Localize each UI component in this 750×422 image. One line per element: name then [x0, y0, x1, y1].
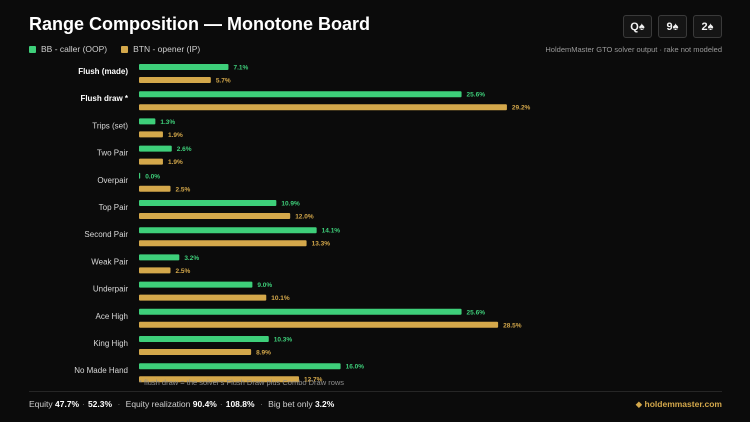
value-label: 12.0% [295, 214, 314, 221]
bar-opener [139, 104, 507, 111]
bar-caller [139, 363, 341, 370]
category-label: Flush (made) [78, 67, 128, 76]
bar-opener [139, 376, 300, 383]
bar-opener [139, 321, 499, 328]
value-label: 2.5% [176, 268, 191, 275]
category-label: Underpair [93, 285, 128, 294]
value-label: 25.6% [467, 92, 486, 99]
value-label: 29.2% [512, 105, 531, 112]
board-cards: Q♠ 9♠ 2♠ [623, 15, 722, 38]
bar-opener [139, 267, 171, 274]
equity-bb-value: 47.7% [55, 399, 80, 409]
value-label: 14.1% [322, 228, 341, 235]
value-label: 16.0% [346, 364, 365, 371]
board-card-2: 9♠ [658, 15, 687, 38]
realization-btn-value: 108.8% [225, 399, 255, 409]
value-label: 9.0% [257, 282, 272, 289]
value-label: 25.6% [467, 309, 486, 316]
category-label: Trips (set) [92, 121, 128, 130]
category-label: Second Pair [84, 230, 128, 239]
bar-caller [139, 118, 156, 125]
bigbet-value: 3.2% [314, 399, 335, 409]
legend-label-caller: BB - caller (OOP) [41, 44, 108, 54]
bar-caller [139, 64, 229, 70]
realization-label: Equity realization [125, 399, 191, 409]
bigbet-label: Big bet only [268, 399, 313, 409]
bar-opener [139, 131, 163, 138]
category-label: Overpair [97, 176, 128, 185]
realization-bb-value: 90.4% [192, 399, 217, 409]
legend-swatch-caller [29, 45, 36, 53]
value-label: 10.3% [274, 337, 293, 344]
bar-caller [139, 91, 462, 98]
value-label: 1.9% [168, 159, 183, 166]
bar-opener [139, 294, 267, 301]
bar-caller [139, 336, 269, 342]
bar-caller [139, 227, 317, 234]
separator: · [82, 399, 85, 409]
board-card-3: 2♠ [693, 15, 722, 38]
equity-label: Equity [29, 399, 53, 409]
equity-btn-value: 52.3% [87, 399, 113, 409]
brand-link[interactable]: ◆ holdemmaster.com [635, 399, 722, 409]
value-label: 28.5% [503, 322, 522, 329]
legend-swatch-opener [121, 45, 129, 53]
value-label: 0.0% [145, 173, 160, 180]
value-label: 10.9% [281, 201, 300, 208]
separator: · [117, 399, 121, 409]
value-label: 13.3% [312, 241, 331, 248]
bar-caller [139, 254, 180, 261]
value-label: 2.5% [176, 186, 191, 193]
bar-opener [139, 77, 211, 83]
category-label: No Made Hand [74, 366, 128, 375]
bar-caller [139, 281, 253, 288]
value-label: 8.9% [256, 350, 271, 357]
category-label: Flush draw * [80, 94, 128, 103]
category-label: King High [93, 339, 128, 348]
legend-item-opener: BTN - opener (IP) [121, 44, 200, 54]
bar-caller [139, 308, 462, 315]
board-card-1: Q♠ [623, 15, 652, 38]
separator: · [259, 399, 263, 409]
category-label: Weak Pair [91, 257, 128, 266]
value-label: 1.9% [168, 132, 183, 139]
source-note: HoldemMaster GTO solver output · rake no… [545, 45, 722, 54]
category-label: Top Pair [99, 203, 129, 212]
bar-caller [139, 145, 172, 152]
legend: BB - caller (OOP) BTN - opener (IP) [29, 44, 200, 54]
bar-opener [139, 213, 291, 219]
bar-opener [139, 158, 163, 165]
footnote: * flush draw = the solver's Flush Draw p… [139, 378, 345, 387]
separator: · [219, 399, 223, 409]
bar-opener [139, 185, 171, 192]
value-label: 2.6% [177, 146, 192, 153]
bar-caller [139, 200, 277, 206]
divider [29, 391, 722, 392]
value-label: 5.7% [216, 78, 231, 85]
value-label: 10.1% [271, 295, 290, 302]
value-label: 12.7% [304, 377, 323, 384]
chart-title: Range Composition — Monotone Board [29, 14, 370, 34]
category-label: Two Pair [97, 149, 128, 158]
bar-opener [139, 240, 307, 247]
value-label: 3.2% [184, 255, 199, 262]
value-label: 1.3% [160, 119, 175, 126]
bar-opener [139, 349, 252, 355]
value-label: 7.1% [233, 65, 248, 72]
footer-stats: Equity 47.7% · 52.3% · Equity realization … [29, 399, 334, 409]
legend-label-opener: BTN - opener (IP) [133, 44, 201, 54]
bar-caller [139, 172, 141, 179]
category-label: Ace High [96, 312, 128, 321]
legend-item-caller: BB - caller (OOP) [29, 44, 107, 54]
